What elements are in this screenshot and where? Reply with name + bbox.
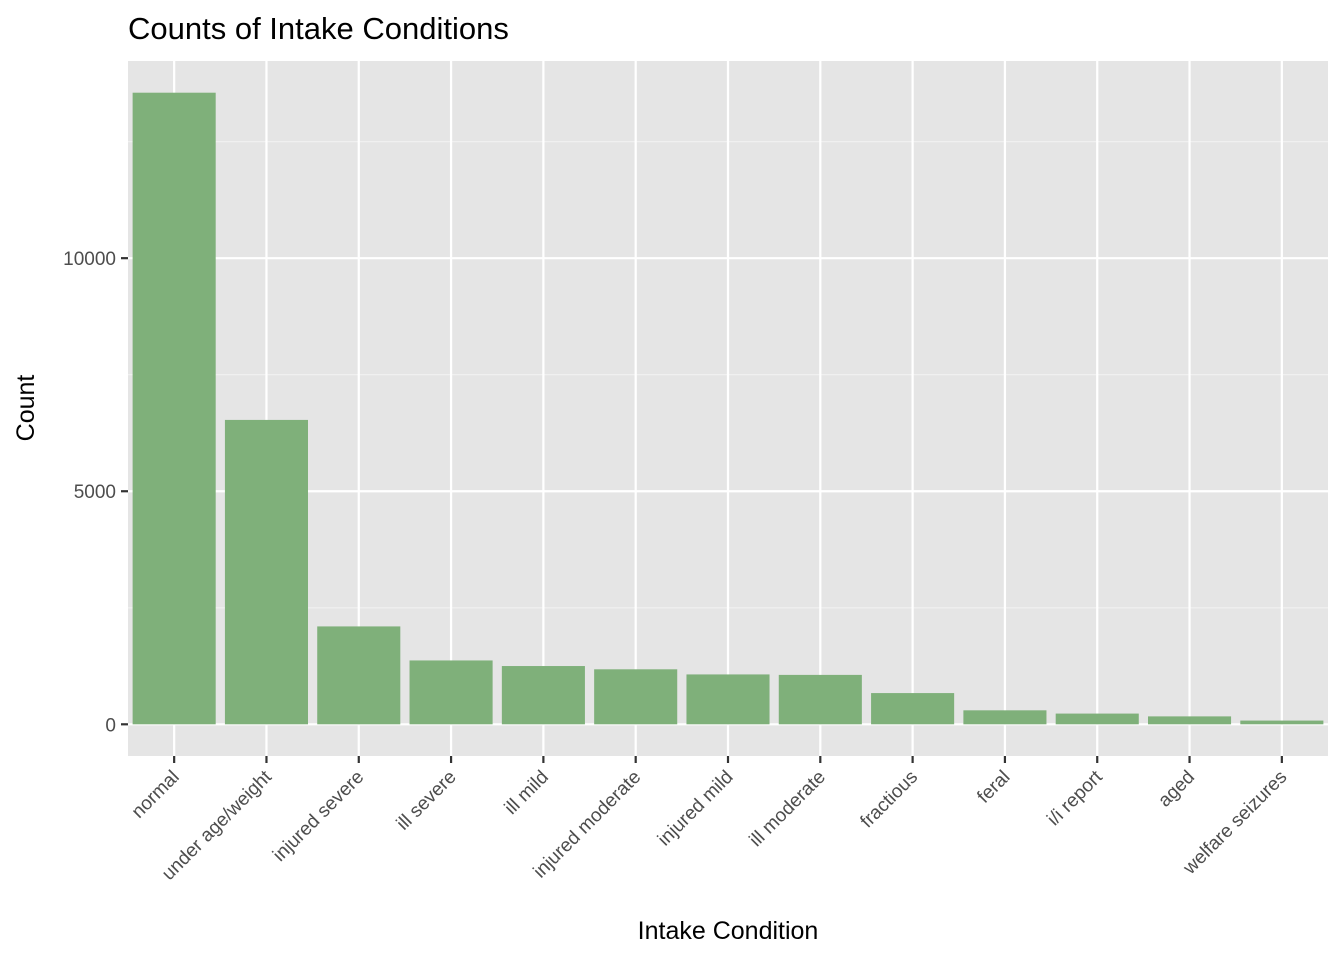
bar [1240, 720, 1324, 725]
bar [317, 626, 401, 725]
x-tick-label: fractious [857, 767, 923, 833]
bar [963, 710, 1047, 725]
x-tick-label: ill moderate [746, 767, 830, 851]
bar [132, 92, 216, 725]
y-axis-title: Count [12, 375, 40, 442]
bars [132, 92, 1324, 725]
bar [1055, 713, 1139, 725]
bar [409, 660, 493, 725]
bar [594, 669, 678, 725]
x-tick-label: aged [1154, 767, 1199, 812]
x-tick-label: normal [128, 767, 184, 823]
major-gridlines [128, 61, 1328, 756]
x-tick-label: ill severe [393, 767, 461, 835]
x-tick-label: i/i report [1043, 766, 1107, 830]
x-tick-label: ill mild [501, 767, 553, 819]
y-tick-label: 0 [105, 715, 116, 736]
bar [1148, 716, 1232, 725]
bar [778, 674, 862, 725]
y-axis: 0 5000 10000 [63, 249, 128, 736]
bar [871, 693, 955, 725]
y-tick-label: 5000 [74, 482, 116, 503]
x-tick-label: injured mild [654, 767, 738, 851]
y-tick-label: 10000 [63, 249, 116, 270]
bar [686, 674, 770, 725]
x-tick-label: feral [973, 767, 1014, 808]
chart-title: Counts of Intake Conditions [128, 11, 509, 46]
x-axis-title: Intake Condition [638, 917, 819, 945]
bar [224, 419, 308, 725]
bar [501, 666, 585, 725]
x-tick-label: injured severe [269, 767, 368, 866]
